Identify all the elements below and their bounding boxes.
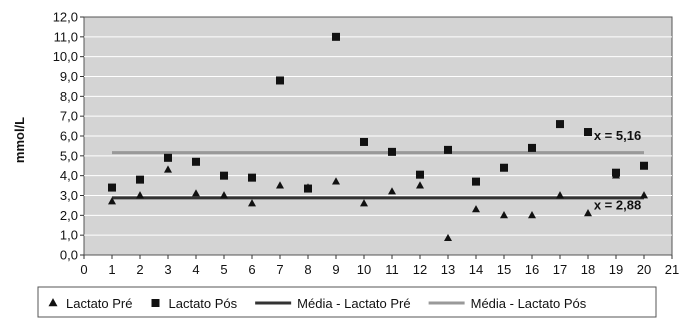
triangle-point [248,199,256,207]
square-point [164,153,172,162]
x-tick-label: 20 [637,262,651,277]
y-tick-label: 6,0 [60,129,78,144]
square-point [472,177,480,186]
y-axis-ticks: 0,0 1,0 2,0 3,0 4,0 5,0 6,0 7,0 8,0 9,0 10,0 11,0 12… [53,10,84,263]
y-tick-label: 8,0 [60,89,78,104]
square-point [528,143,536,152]
x-tick-label: 3 [164,262,171,277]
x-axis-ticks: 0 1 2 3 4 5 6 7 8 9 10 11 12 13 14 15 16 17 18 19 20 21 [80,255,679,277]
triangle-point [472,205,480,213]
square-point [416,170,424,179]
x-tick-label: 2 [136,262,143,277]
x-tick-label: 7 [276,262,283,277]
triangle-point [556,191,564,199]
x-tick-label: 8 [304,262,311,277]
triangle-point [164,165,172,173]
triangle-point [192,189,200,197]
x-tick-label: 15 [497,262,511,277]
triangle-point [220,191,228,199]
square-point [136,175,144,184]
x-tick-label: 12 [413,262,427,277]
triangle-point [360,199,368,207]
x-tick-label: 14 [469,262,483,277]
y-tick-label: 1,0 [60,228,78,243]
x-tick-label: 5 [220,262,227,277]
triangle-point [528,211,536,219]
square-point [248,173,256,182]
x-tick-label: 16 [525,262,539,277]
x-tick-label: 6 [248,262,255,277]
y-tick-label: 0,0 [60,248,78,263]
square-point [108,183,116,192]
legend-box [37,286,657,318]
x-tick-label: 21 [665,262,679,277]
triangle-point [640,191,648,199]
y-tick-label: 10,0 [53,49,78,64]
square-point [332,32,340,41]
x-tick-label: 10 [357,262,371,277]
triangle-point [416,181,424,189]
legend-triangle-marker [48,298,58,307]
square-point [388,147,396,156]
y-tick-label: 12,0 [53,10,78,25]
y-tick-label: 3,0 [60,188,78,203]
annotations: x = 5,16 x = 2,88 [594,128,641,212]
square-point [500,163,508,172]
legend-square-marker [151,299,160,307]
square-point [584,128,592,137]
x-tick-label: 0 [80,262,87,277]
legend-label: Média - Lactato Pré [297,296,410,311]
mean-annotation: x = 2,88 [594,197,641,212]
y-tick-label: 11,0 [54,29,78,44]
x-tick-label: 13 [441,262,455,277]
square-point [192,157,200,166]
square-point [556,120,564,129]
y-tick-label: 5,0 [60,148,78,163]
square-point [612,168,620,177]
triangle-point [276,181,284,189]
triangle-point [332,177,340,185]
y-axis-label: mmol/L [12,117,27,163]
x-tick-label: 19 [609,262,623,277]
x-tick-label: 17 [553,262,567,277]
y-tick-label: 9,0 [60,69,78,84]
gridlines [84,36,672,236]
triangle-point [108,197,116,205]
y-tick-label: 7,0 [60,109,78,124]
triangle-point [388,187,396,195]
y-tick-label: 4,0 [60,168,78,183]
x-tick-label: 11 [385,262,399,277]
y-tick-label: 2,0 [60,208,78,223]
square-point [276,76,284,85]
legend-label: Média - Lactato Pós [471,296,587,311]
mean-annotation: x = 5,16 [594,128,641,143]
x-tick-label: 1 [108,262,115,277]
triangle-point [500,211,508,219]
triangle-point [444,233,452,242]
square-point [360,137,368,146]
x-tick-label: 18 [581,262,595,277]
triangle-point [136,191,144,199]
data-points [108,32,648,242]
square-point [304,184,312,193]
legend: Lactato Pré Lactato Pós Média - Lactato Pr… [48,296,587,311]
square-point [220,171,228,180]
x-tick-label: 9 [332,262,339,277]
legend-label: Lactato Pós [169,296,238,311]
triangle-point [584,209,592,217]
mean-lines [112,151,644,200]
square-point [444,145,452,154]
x-tick-label: 4 [192,262,199,277]
legend-label: Lactato Pré [66,296,133,311]
square-point [640,161,648,170]
